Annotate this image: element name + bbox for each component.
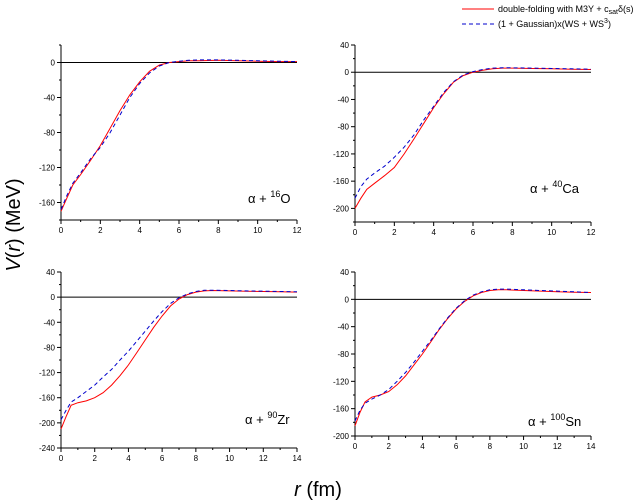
y-tick-label: -160 [333, 405, 350, 414]
y-tick-label: 0 [51, 59, 56, 68]
series-double-folding [354, 289, 592, 426]
y-tick-label: -40 [43, 94, 55, 103]
y-tick-label: 40 [340, 41, 349, 50]
x-tick-label: 12 [293, 226, 302, 235]
panel-label: α + 90Zr [245, 410, 290, 427]
x-tick-label: 10 [253, 226, 262, 235]
y-tick-label: -200 [39, 419, 56, 428]
y-tick-label: -120 [39, 369, 56, 378]
y-tick-label: -200 [333, 432, 350, 441]
x-tick-label: 8 [510, 228, 515, 237]
x-axis-title: r (fm) [294, 479, 342, 501]
y-tick-label: -80 [337, 350, 349, 359]
series-gaussian-ws [60, 289, 298, 420]
panel-alpha-16O: -160 -120 -80 -40 0 0 2 4 6 8 10 12 α + 16O [39, 44, 302, 235]
x-tick-label: 4 [420, 442, 425, 451]
x-tick-label: 12 [553, 442, 562, 451]
x-tick-label: 2 [386, 442, 391, 451]
y-tick-label: -120 [39, 164, 56, 173]
x-tick-label: 6 [471, 228, 476, 237]
x-tick-label: 0 [59, 226, 64, 235]
y-tick-label: -80 [337, 123, 349, 132]
y-tick-label: -160 [39, 199, 56, 208]
legend-label-2: (1 + Gaussian)x(WS + WS3) [498, 18, 611, 29]
series-gaussian-ws [60, 59, 298, 210]
y-tick-label: -120 [333, 377, 350, 386]
panel-label: α + 40Ca [530, 179, 580, 196]
x-tick-label: 12 [259, 454, 268, 463]
y-tick-label: -160 [39, 394, 56, 403]
legend: double-folding with M3Y + csatδ(s) (1 + … [462, 4, 634, 29]
x-tick-label: 4 [126, 454, 131, 463]
panel-alpha-100Sn: -200 -160 -120 -80 -40 0 40 0 2 4 6 8 10 12 14 α + 100S… [333, 268, 596, 451]
y-tick-label: 40 [340, 268, 349, 277]
x-tick-label: 4 [137, 226, 142, 235]
y-tick-label: -40 [337, 95, 349, 104]
x-tick-label: 8 [216, 226, 221, 235]
y-tick-label: -40 [43, 318, 55, 327]
x-tick-label: 0 [353, 228, 358, 237]
x-tick-label: 10 [547, 228, 556, 237]
y-tick-label: 0 [345, 295, 350, 304]
x-tick-label: 8 [488, 442, 493, 451]
x-tick-label: 10 [519, 442, 528, 451]
y-tick-label: -80 [43, 129, 55, 138]
x-tick-label: 14 [587, 442, 596, 451]
panel-alpha-40Ca: -200 -160 -120 -80 -40 0 40 0 2 4 6 8 10 12 α + 40Ca [333, 41, 596, 237]
x-tick-label: 12 [587, 228, 596, 237]
x-tick-label: 6 [454, 442, 459, 451]
y-tick-label: -80 [43, 343, 55, 352]
panel-alpha-90Zr: -240 -200 -160 -120 -80 -40 0 40 0 2 4 6 8 10 12 14 α + … [39, 268, 302, 463]
y-tick-label: 0 [345, 68, 350, 77]
y-axis-title: V(r) (MeV) [3, 178, 25, 271]
x-tick-label: 4 [431, 228, 436, 237]
y-tick-label: -120 [333, 150, 350, 159]
x-tick-label: 6 [177, 226, 182, 235]
y-tick-label: -160 [333, 177, 350, 186]
y-tick-label: 0 [51, 293, 56, 302]
series-double-folding [60, 289, 298, 430]
x-tick-label: 2 [392, 228, 397, 237]
x-tick-label: 10 [225, 454, 234, 463]
panel-label: α + 16O [248, 189, 290, 206]
x-tick-label: 2 [92, 454, 97, 463]
x-tick-label: 0 [59, 454, 64, 463]
x-tick-label: 2 [98, 226, 103, 235]
y-tick-label: -240 [39, 444, 56, 453]
x-tick-label: 0 [353, 442, 358, 451]
x-tick-label: 8 [194, 454, 199, 463]
y-tick-label: -200 [333, 204, 350, 213]
y-tick-label: 40 [46, 268, 55, 277]
x-tick-label: 6 [160, 454, 165, 463]
series-double-folding [60, 59, 297, 212]
series-gaussian-ws [354, 67, 592, 199]
legend-label-1: double-folding with M3Y + csatδ(s) [498, 4, 634, 16]
x-tick-label: 14 [293, 454, 302, 463]
panel-label: α + 100Sn [528, 412, 581, 429]
series-gaussian-ws [354, 288, 592, 422]
y-tick-label: -40 [337, 323, 349, 332]
